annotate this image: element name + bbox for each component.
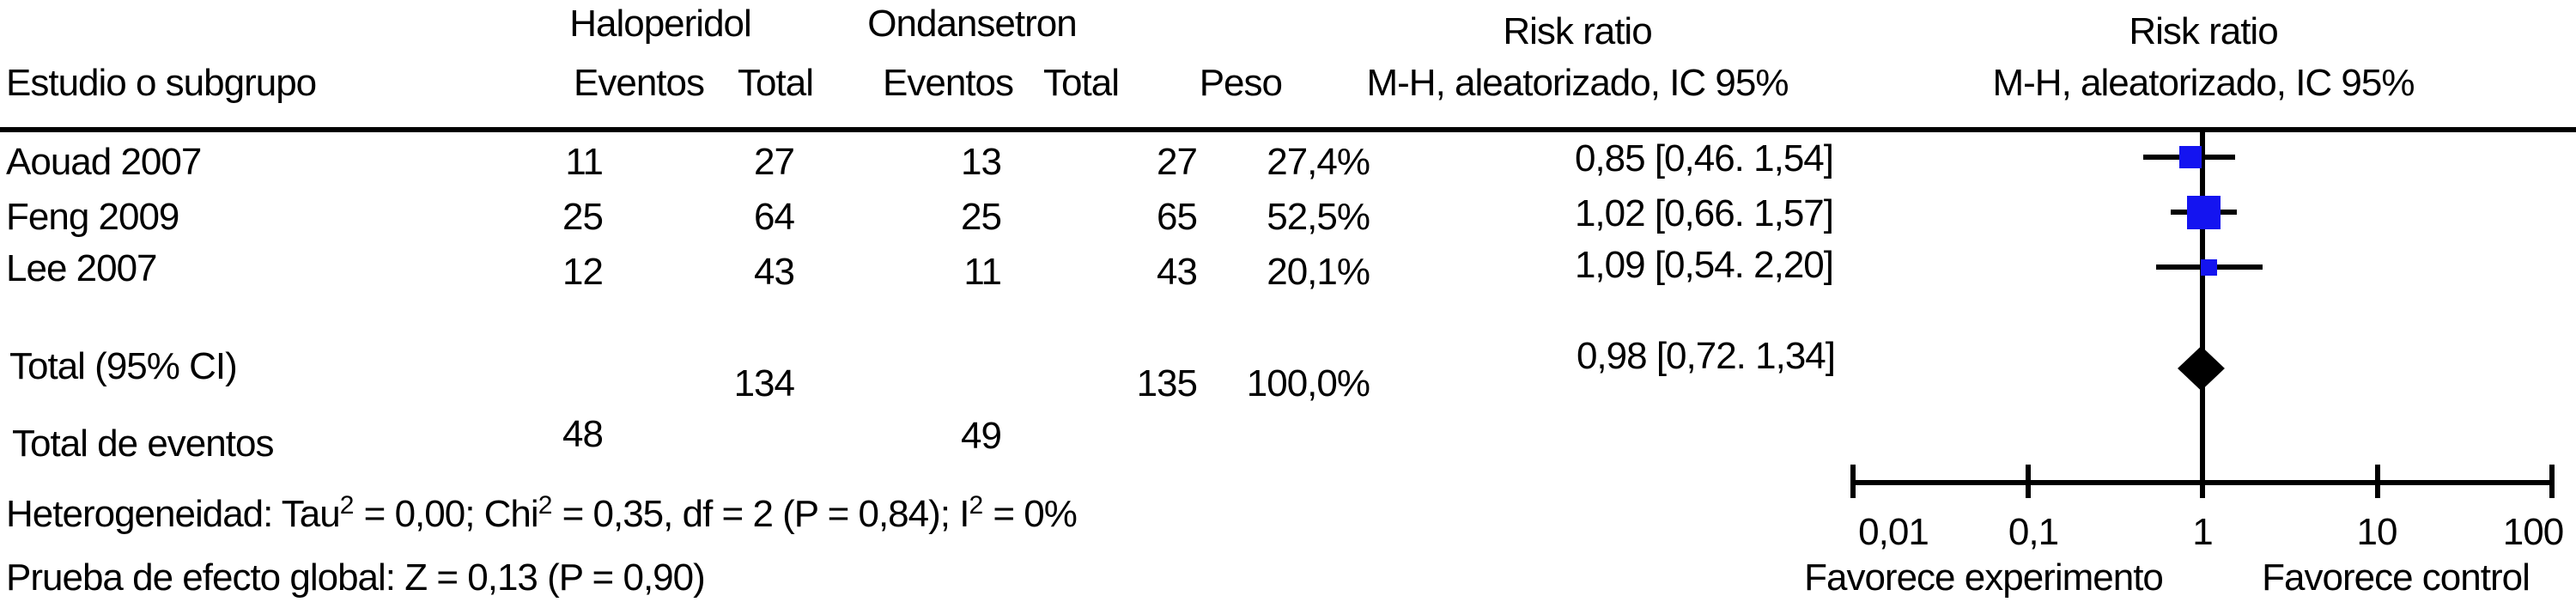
x-axis-tick-label: 0,01: [1858, 511, 1929, 553]
header-col-total-ondansetron: Total: [1043, 62, 1120, 104]
events-ondansetron: 11: [963, 251, 1002, 293]
axis-left-label: Favorece experimento: [1804, 556, 2164, 599]
header-col-events-ondansetron: Eventos: [883, 62, 1014, 104]
header-rule: [0, 127, 2576, 132]
header-risk-ratio-left: Risk ratio: [1503, 10, 1652, 52]
het-part: = 0,00; Chi: [354, 493, 539, 535]
header-group-ondansetron: Ondansetron: [867, 3, 1077, 45]
x-axis-tick-1: [2200, 465, 2205, 498]
axis-right-label: Favorece control: [2262, 556, 2530, 599]
total-haloperidol: 64: [754, 196, 795, 238]
header-col-study: Estudio o subgrupo: [6, 62, 317, 104]
events-ondansetron: 13: [961, 141, 1002, 183]
effect-square-lee-2007: [2201, 258, 2218, 276]
x-axis-tick-10: [2374, 465, 2380, 498]
weight-value: 27,4%: [1267, 141, 1370, 183]
total-ondansetron: 65: [1157, 196, 1198, 238]
x-axis-tick-label: 1: [2192, 511, 2214, 553]
events-haloperidol: 12: [562, 251, 604, 293]
events-ondansetron: 25: [961, 196, 1002, 238]
total-weight: 100,0%: [1246, 362, 1370, 404]
ci-text: 0,85 [0,46. 1,54]: [1574, 137, 1834, 179]
total-n-haloperidol: 134: [733, 362, 795, 404]
header-method-right: M-H, aleatorizado, IC 95%: [1992, 62, 2415, 104]
header-col-weight: Peso: [1199, 62, 1283, 104]
het-part: = 0,35, df = 2 (P = 0,84); I: [552, 493, 970, 535]
events-haloperidol: 25: [562, 196, 604, 238]
x-axis-tick-label: 100: [2502, 511, 2564, 553]
header-col-total-haloperidol: Total: [738, 62, 814, 104]
x-axis-tick-label: 0,1: [2008, 511, 2059, 553]
header-method-left: M-H, aleatorizado, IC 95%: [1366, 62, 1789, 104]
header-col-events-haloperidol: Eventos: [574, 62, 705, 104]
weight-value: 52,5%: [1267, 196, 1370, 238]
weight-value: 20,1%: [1267, 251, 1370, 293]
total-events-ondansetron: 49: [961, 415, 1002, 457]
header-group-haloperidol: Haloperidol: [569, 3, 752, 45]
x-axis-tick-0,01: [1850, 465, 1856, 498]
total-ci-text: 0,98 [0,72. 1,34]: [1576, 335, 1836, 377]
heterogeneity-note: Heterogeneidad: Tau2 = 0,00; Chi2 = 0,35…: [6, 491, 1078, 538]
het-superscript: 2: [538, 491, 553, 520]
header-risk-ratio-right: Risk ratio: [2129, 10, 2278, 52]
het-superscript: 2: [339, 491, 355, 520]
pooled-effect-diamond: [2177, 346, 2225, 391]
events-haloperidol: 11: [565, 141, 604, 183]
total-haloperidol: 43: [754, 251, 795, 293]
x-axis-tick-0,1: [2025, 465, 2031, 498]
overall-effect-note: Prueba de efecto global: Z = 0,13 (P = 0…: [6, 556, 706, 599]
het-part: = 0%: [983, 493, 1078, 535]
het-part: Heterogeneidad: Tau: [6, 493, 341, 535]
effect-square-aouad-2007: [2178, 146, 2202, 168]
total-events-label: Total de eventos: [12, 423, 274, 465]
het-superscript: 2: [969, 491, 984, 520]
total-n-ondansetron: 135: [1136, 362, 1198, 404]
study-label: Lee 2007: [6, 247, 158, 289]
study-label: Aouad 2007: [6, 141, 202, 183]
effect-square-feng-2009: [2187, 195, 2221, 229]
total-haloperidol: 27: [754, 141, 795, 183]
null-effect-line: [2200, 131, 2205, 498]
x-axis-tick-100: [2549, 465, 2555, 498]
total-row-label: Total (95% CI): [9, 345, 238, 387]
total-ondansetron: 27: [1157, 141, 1198, 183]
total-events-haloperidol: 48: [562, 413, 604, 455]
x-axis-tick-label: 10: [2356, 511, 2398, 553]
ci-text: 1,09 [0,54. 2,20]: [1574, 244, 1834, 286]
study-label: Feng 2009: [6, 196, 179, 238]
total-ondansetron: 43: [1157, 251, 1198, 293]
ci-text: 1,02 [0,66. 1,57]: [1574, 192, 1834, 234]
